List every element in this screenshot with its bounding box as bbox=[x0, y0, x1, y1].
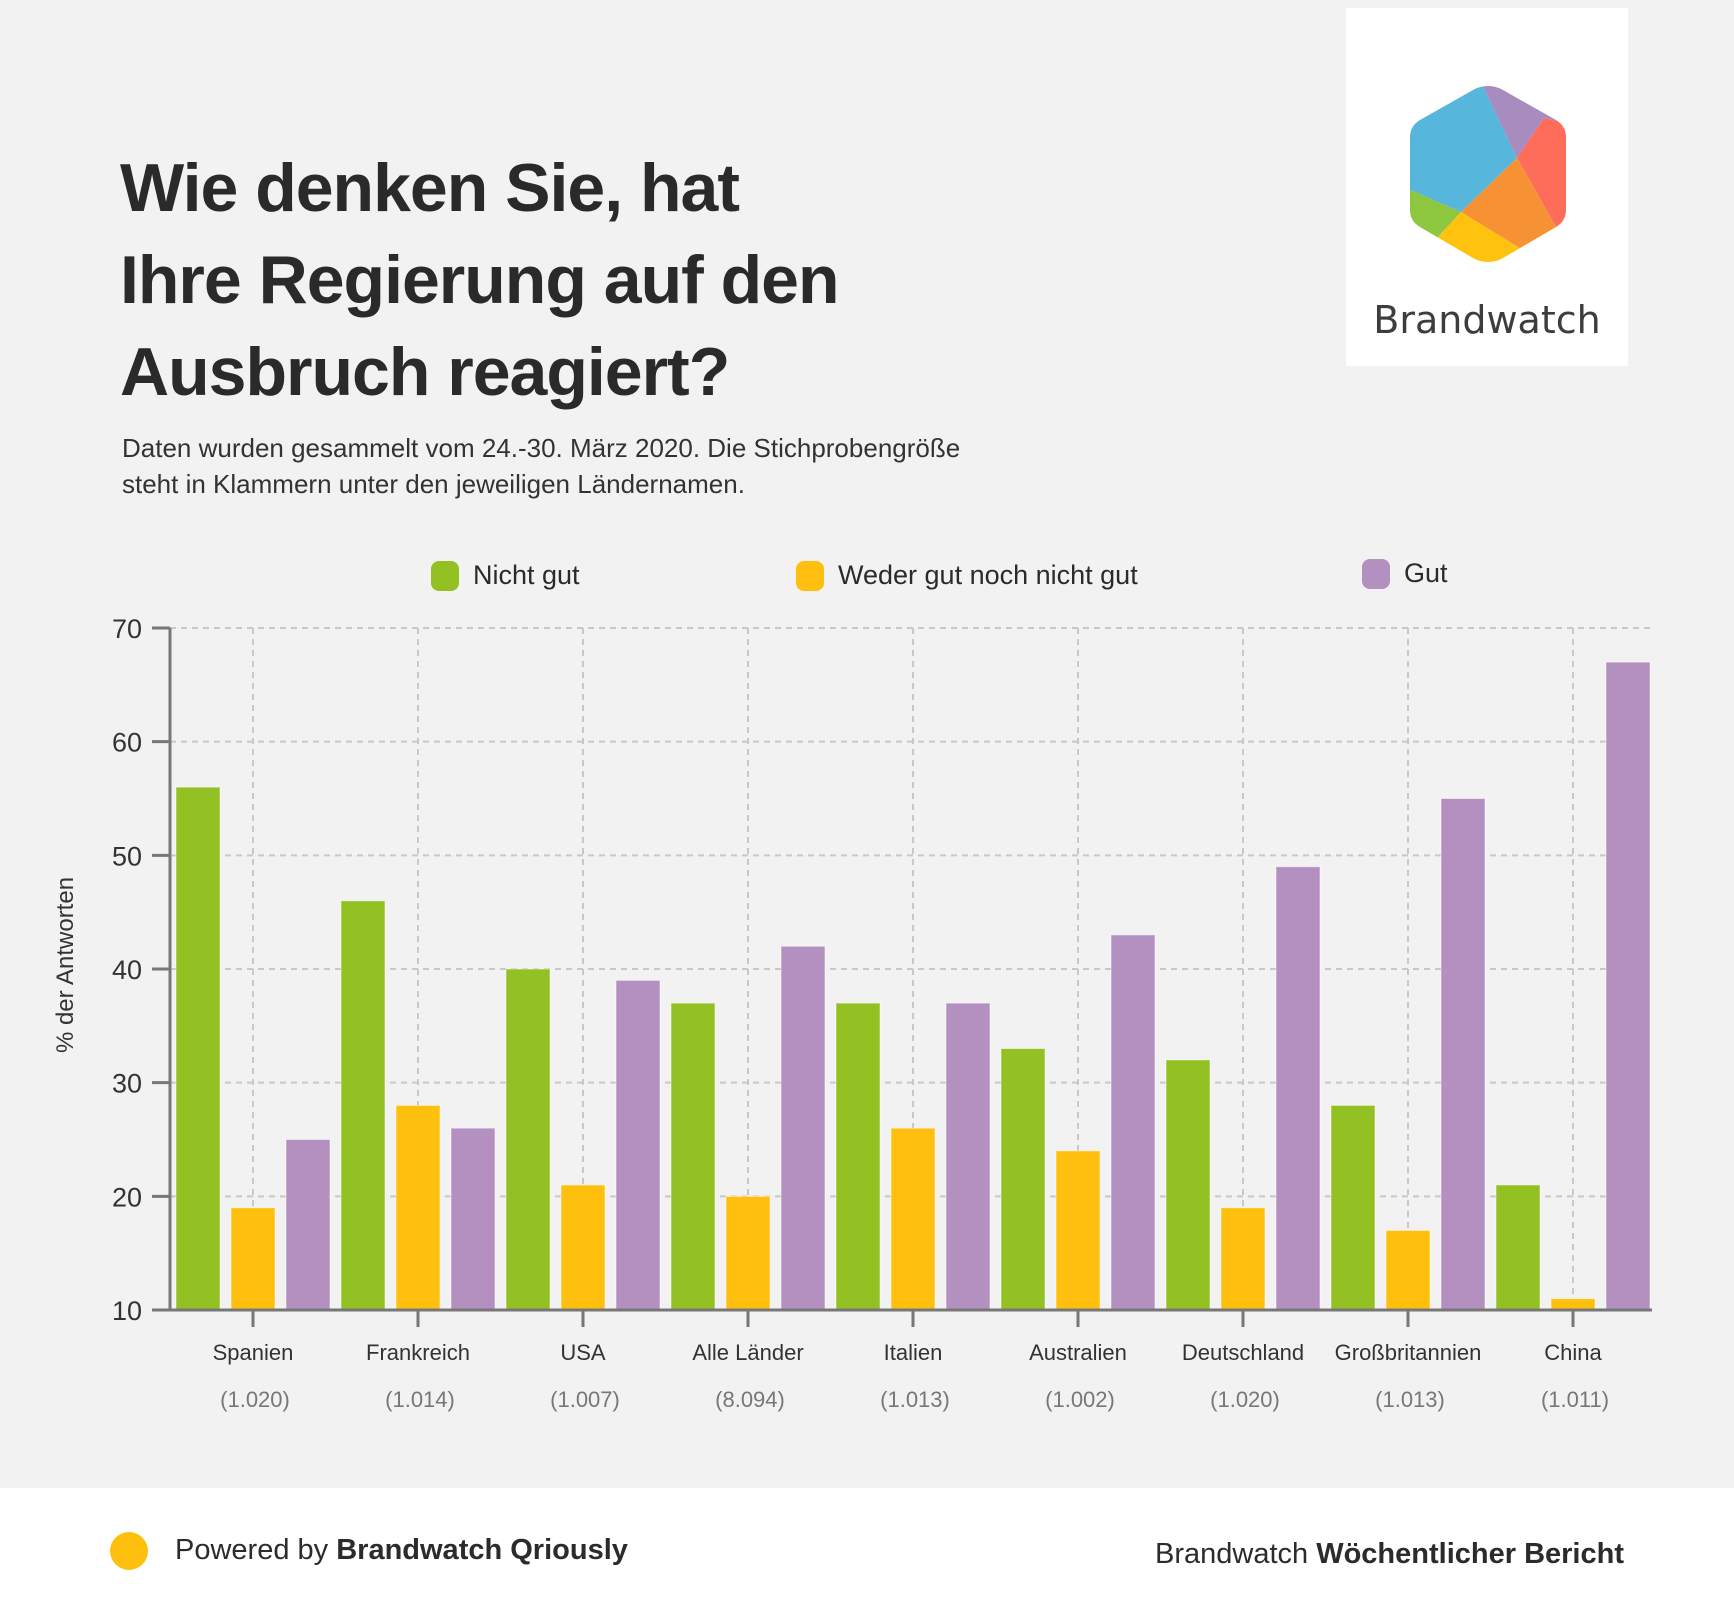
title-line-3: Ausbruch reagiert? bbox=[120, 334, 730, 410]
sample-size-label: (1.014) bbox=[385, 1387, 455, 1412]
legend-item-nicht-gut: Nicht gut bbox=[431, 560, 580, 591]
x-tick-label: Frankreich bbox=[366, 1340, 470, 1365]
y-tick-label: 40 bbox=[112, 955, 142, 985]
brand-logo-text: Brandwatch bbox=[1373, 298, 1601, 342]
bar-nicht-gut-usa bbox=[505, 968, 551, 1311]
bar-weder-gut-noch-nicht-gut-usa bbox=[560, 1184, 606, 1311]
bar-gut-deutschland bbox=[1275, 866, 1321, 1311]
bar-weder-gut-noch-nicht-gut-china bbox=[1550, 1298, 1596, 1311]
sample-size-label: (1.002) bbox=[1045, 1387, 1115, 1412]
report-title: Wöchentlicher Bericht bbox=[1316, 1538, 1624, 1570]
x-tick-label: Australien bbox=[1029, 1340, 1127, 1365]
sample-size-label: (1.007) bbox=[550, 1387, 620, 1412]
bar-weder-gut-noch-nicht-gut-italien bbox=[890, 1127, 936, 1311]
bar-weder-gut-noch-nicht-gut-deutschland bbox=[1220, 1207, 1266, 1311]
x-tick-label: Alle Länder bbox=[692, 1340, 803, 1365]
bar-nicht-gut-frankreich bbox=[340, 900, 386, 1311]
sample-size-label: (1.011) bbox=[1541, 1387, 1609, 1412]
x-tick-label: USA bbox=[560, 1340, 606, 1365]
bar-gut-großbritannien bbox=[1440, 798, 1486, 1311]
sample-size-label: (1.013) bbox=[1375, 1387, 1445, 1412]
legend-label-weder: Weder gut noch nicht gut bbox=[838, 560, 1138, 590]
footer-dot-icon bbox=[110, 1532, 148, 1570]
brand-logo-card: Brandwatch bbox=[1346, 8, 1628, 366]
legend-label-gut: Gut bbox=[1404, 558, 1448, 588]
powered-by-prefix: Powered by bbox=[175, 1534, 329, 1566]
legend-item-weder: Weder gut noch nicht gut bbox=[796, 560, 1138, 591]
bar-weder-gut-noch-nicht-gut-spanien bbox=[230, 1207, 276, 1311]
bar-gut-china bbox=[1605, 661, 1651, 1311]
x-tick-label: Spanien bbox=[213, 1340, 294, 1365]
bar-nicht-gut-china bbox=[1495, 1184, 1541, 1311]
report-prefix: Brandwatch bbox=[1155, 1538, 1309, 1570]
legend-swatch-weder bbox=[796, 560, 824, 591]
bar-gut-italien bbox=[945, 1002, 991, 1311]
bar-gut-alle-länder bbox=[780, 945, 826, 1311]
footer: Powered by Brandwatch Qriously Brandwatc… bbox=[0, 1488, 1734, 1613]
y-tick-label: 10 bbox=[112, 1296, 142, 1326]
sample-size-label: (8.094) bbox=[715, 1387, 785, 1412]
legend-label-nicht-gut: Nicht gut bbox=[473, 560, 580, 590]
chart-legend: Nicht gut Weder gut noch nicht gut Gut bbox=[0, 558, 1734, 600]
powered-by-brand: Brandwatch Qriously bbox=[336, 1534, 628, 1566]
y-tick-label: 70 bbox=[112, 614, 142, 644]
bar-weder-gut-noch-nicht-gut-frankreich bbox=[395, 1104, 441, 1311]
subtitle-line-2: steht in Klammern unter den jeweiligen L… bbox=[122, 469, 745, 499]
subtitle: Daten wurden gesammelt vom 24.-30. März … bbox=[122, 430, 1082, 502]
title-line-2: Ihre Regierung auf den bbox=[120, 242, 840, 318]
bar-nicht-gut-australien bbox=[1000, 1048, 1046, 1311]
bar-gut-spanien bbox=[285, 1139, 331, 1311]
y-tick-label: 50 bbox=[112, 841, 142, 871]
x-tick-label: Italien bbox=[884, 1340, 943, 1365]
page-title: Wie denken Sie, hat Ihre Regierung auf d… bbox=[120, 142, 1020, 418]
bar-nicht-gut-großbritannien bbox=[1330, 1104, 1376, 1311]
bar-weder-gut-noch-nicht-gut-großbritannien bbox=[1385, 1229, 1431, 1311]
bar-gut-usa bbox=[615, 979, 661, 1311]
bar-gut-australien bbox=[1110, 934, 1156, 1311]
bar-gut-frankreich bbox=[450, 1127, 496, 1311]
legend-swatch-nicht-gut bbox=[431, 560, 459, 591]
bar-nicht-gut-italien bbox=[835, 1002, 881, 1311]
bar-nicht-gut-spanien bbox=[175, 786, 221, 1311]
legend-item-gut: Gut bbox=[1362, 558, 1448, 589]
x-tick-label: China bbox=[1544, 1340, 1602, 1365]
y-axis-label: % der Antworten bbox=[52, 877, 79, 1053]
report-name: Brandwatch Wöchentlicher Bericht bbox=[1155, 1538, 1624, 1571]
bar-chart: 10 20 30 40 50 60 70 Spanien (1.020) Frankreich (1… bbox=[52, 614, 1652, 1412]
sample-size-label: (1.020) bbox=[220, 1387, 290, 1412]
x-tick-label: Deutschland bbox=[1182, 1340, 1304, 1365]
bar-nicht-gut-alle-länder bbox=[670, 1002, 716, 1311]
sample-size-label: (1.013) bbox=[880, 1387, 950, 1412]
y-tick-label: 60 bbox=[112, 728, 142, 758]
subtitle-line-1: Daten wurden gesammelt vom 24.-30. März … bbox=[122, 433, 961, 463]
bar-nicht-gut-deutschland bbox=[1165, 1059, 1211, 1311]
x-tick-label: Großbritannien bbox=[1335, 1340, 1482, 1365]
title-line-1: Wie denken Sie, hat bbox=[120, 150, 740, 226]
bar-weder-gut-noch-nicht-gut-australien bbox=[1055, 1150, 1101, 1311]
brandwatch-hexagon-logo-icon bbox=[1410, 86, 1566, 262]
y-tick-label: 20 bbox=[112, 1182, 142, 1212]
y-tick-label: 30 bbox=[112, 1069, 142, 1099]
powered-by: Powered by Brandwatch Qriously bbox=[175, 1534, 628, 1567]
bar-weder-gut-noch-nicht-gut-alle-länder bbox=[725, 1195, 771, 1311]
logo-facet-blue bbox=[1410, 86, 1517, 212]
legend-swatch-gut bbox=[1362, 558, 1390, 589]
sample-size-label: (1.020) bbox=[1210, 1387, 1280, 1412]
